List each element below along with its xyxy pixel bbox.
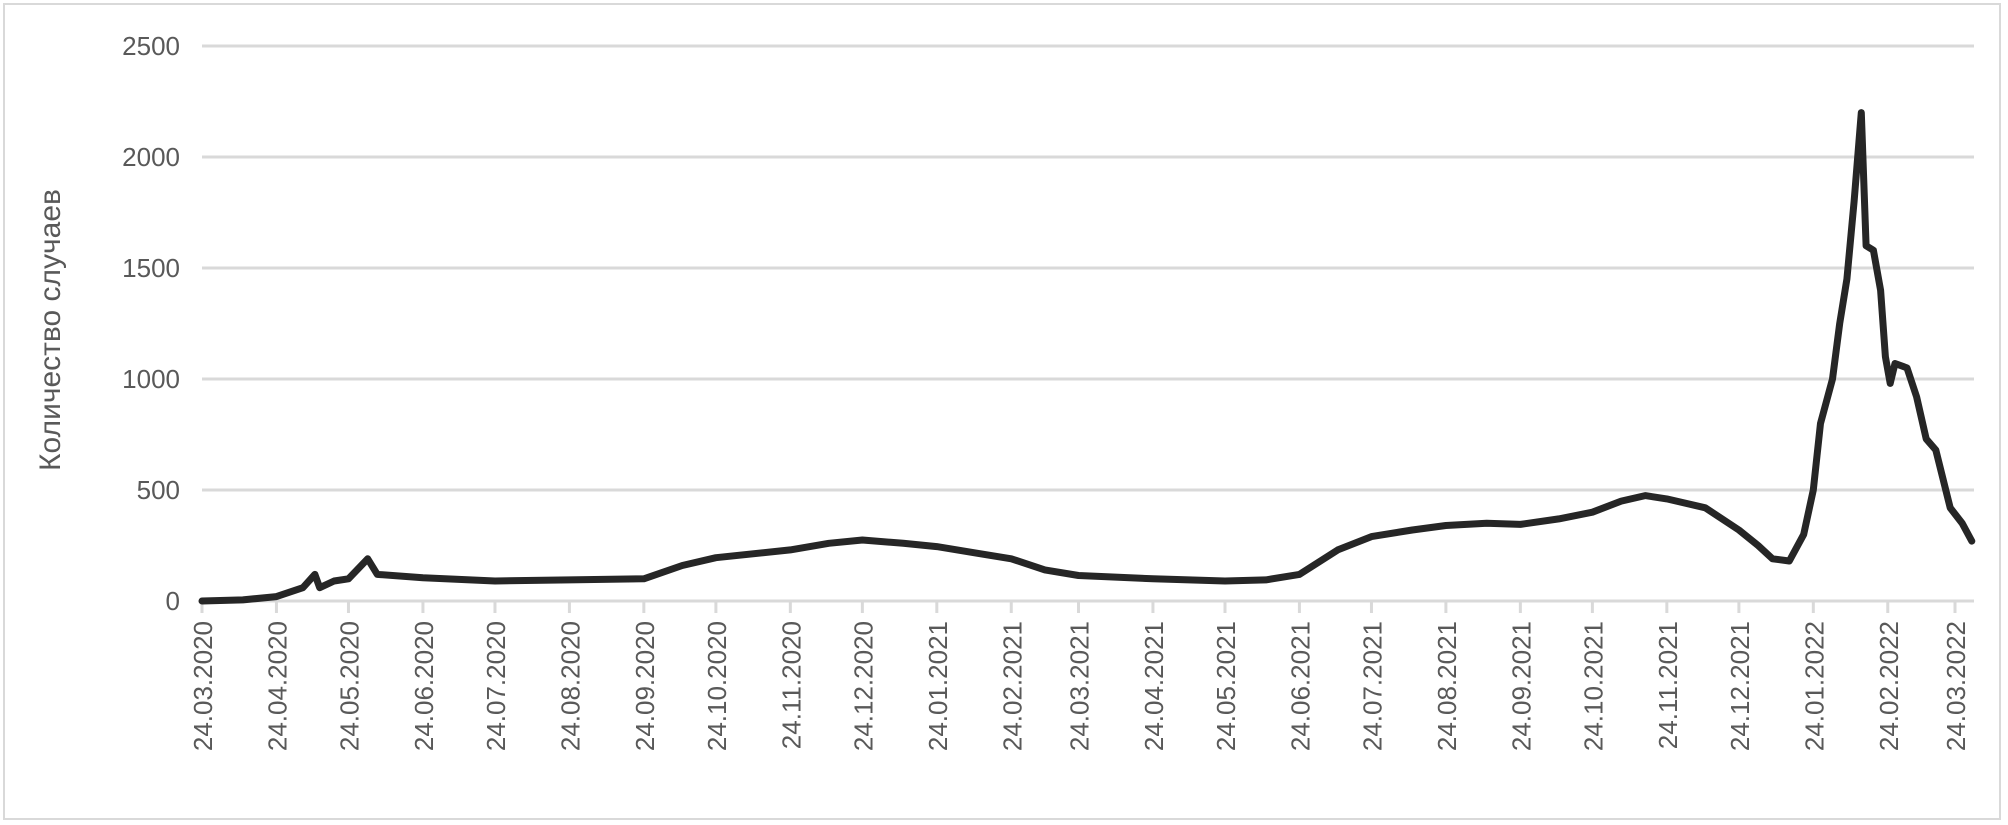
x-tick-label: 24.07.2020	[481, 621, 511, 751]
x-tick-label: 24.01.2021	[923, 621, 953, 751]
gridlines	[200, 44, 1974, 613]
series-line	[198, 109, 1976, 605]
chart-frame	[3, 3, 2001, 820]
x-tick-labels: 24.03.2020 24.04.2020 24.05.2020 24.06.2020…	[188, 621, 1971, 751]
y-tick-label: 1000	[122, 364, 180, 394]
x-tick-label: 24.03.2020	[188, 621, 218, 751]
x-tick-label: 24.02.2021	[997, 621, 1027, 751]
x-tick-label: 24.04.2021	[1139, 621, 1169, 751]
x-tick-label: 24.10.2020	[702, 621, 732, 751]
y-tick-label: 2000	[122, 142, 180, 172]
x-tick-label: 24.08.2021	[1432, 621, 1462, 751]
x-tick-label: 24.12.2020	[848, 621, 878, 751]
x-tick-label: 24.05.2020	[334, 621, 364, 751]
y-tick-label: 0	[166, 586, 180, 616]
x-tick-label: 24.06.2020	[409, 621, 439, 751]
x-tick-label: 24.05.2021	[1211, 621, 1241, 751]
x-tick-label: 24.07.2021	[1357, 621, 1387, 751]
y-tick-label: 500	[137, 475, 180, 505]
x-tick-label: 24.11.2020	[776, 621, 806, 749]
x-tick-label: 24.01.2022	[1799, 621, 1829, 751]
x-tick-label: 24.03.2021	[1065, 621, 1095, 751]
x-tick-label: 24.10.2021	[1578, 621, 1608, 751]
x-tick-label: 24.06.2021	[1285, 621, 1315, 751]
x-tick-label: 24.12.2021	[1725, 621, 1755, 751]
x-tick-label: 24.09.2020	[630, 621, 660, 751]
x-tick-label: 24.09.2021	[1506, 621, 1536, 751]
y-tick-labels: 0 500 1000 1500 2000 2500	[122, 31, 180, 616]
x-tick-label: 24.08.2020	[555, 621, 585, 751]
x-tick-label: 24.03.2022	[1941, 621, 1971, 751]
y-tick-label: 2500	[122, 31, 180, 61]
y-tick-label: 1500	[122, 253, 180, 283]
x-tick-label: 24.04.2020	[262, 621, 292, 751]
x-tick-label: 24.11.2021	[1653, 621, 1683, 749]
x-tick-label: 24.02.2022	[1874, 621, 1904, 751]
y-axis-label: Количество случаев	[34, 189, 67, 471]
